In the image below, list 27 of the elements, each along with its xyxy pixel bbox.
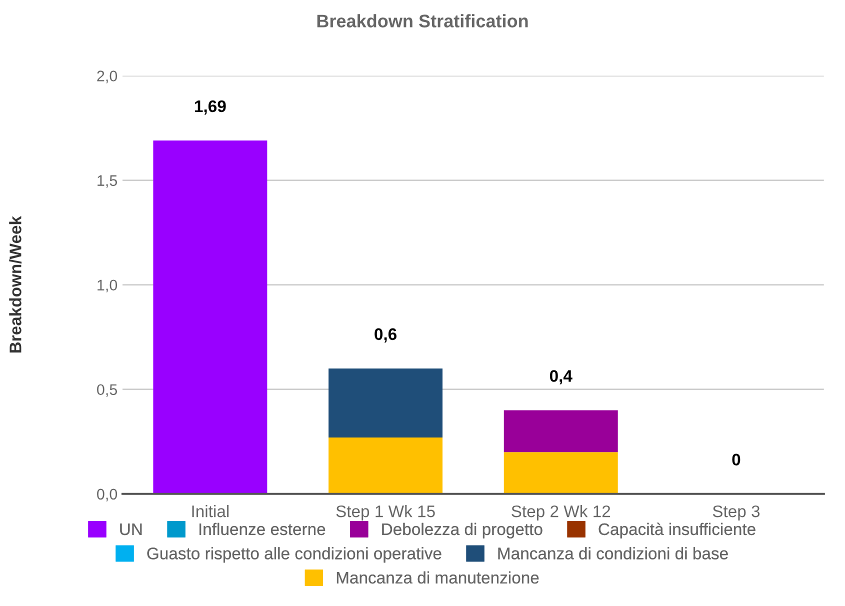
y-tick-label: 2,0 (97, 70, 118, 84)
x-tick-label: Step 2 Wk 12 (512, 505, 610, 521)
y-tick-label: 1,0 (98, 280, 118, 292)
total-label: 1,69 (195, 100, 226, 115)
x-tick-label: Step 3 (712, 505, 760, 521)
total-label: 0,6 (374, 328, 397, 342)
total-label: 0,4 (550, 370, 572, 384)
bar (153, 140, 268, 494)
chart-title: Breakdown Stratification (317, 14, 528, 28)
y-tick-label: 0,5 (97, 384, 118, 397)
bar (504, 410, 618, 452)
bar (504, 452, 618, 494)
legend-label: Influenze esterne (200, 522, 326, 536)
legend-label: Debolezza di progetto (382, 522, 542, 538)
bar (328, 368, 443, 438)
legend-label: Capacità insufficiente (598, 522, 756, 538)
y-tick-label: 0,0 (97, 488, 118, 502)
bar (328, 437, 443, 494)
x-tick-label: Initial (192, 505, 229, 518)
legend-label: Mancanza di manutenzione (336, 571, 539, 584)
legend-label: UN (120, 524, 142, 536)
total-label: 0 (732, 454, 740, 466)
y-axis-title: Breakdown/Week (9, 216, 22, 353)
legend-label: Guasto rispetto alle condizioni operative (147, 547, 442, 563)
x-tick-label: Step 1 Wk 15 (336, 505, 435, 521)
legend-label: Mancanza di condizioni di base (498, 547, 728, 560)
y-tick-label: 1,5 (98, 175, 118, 188)
